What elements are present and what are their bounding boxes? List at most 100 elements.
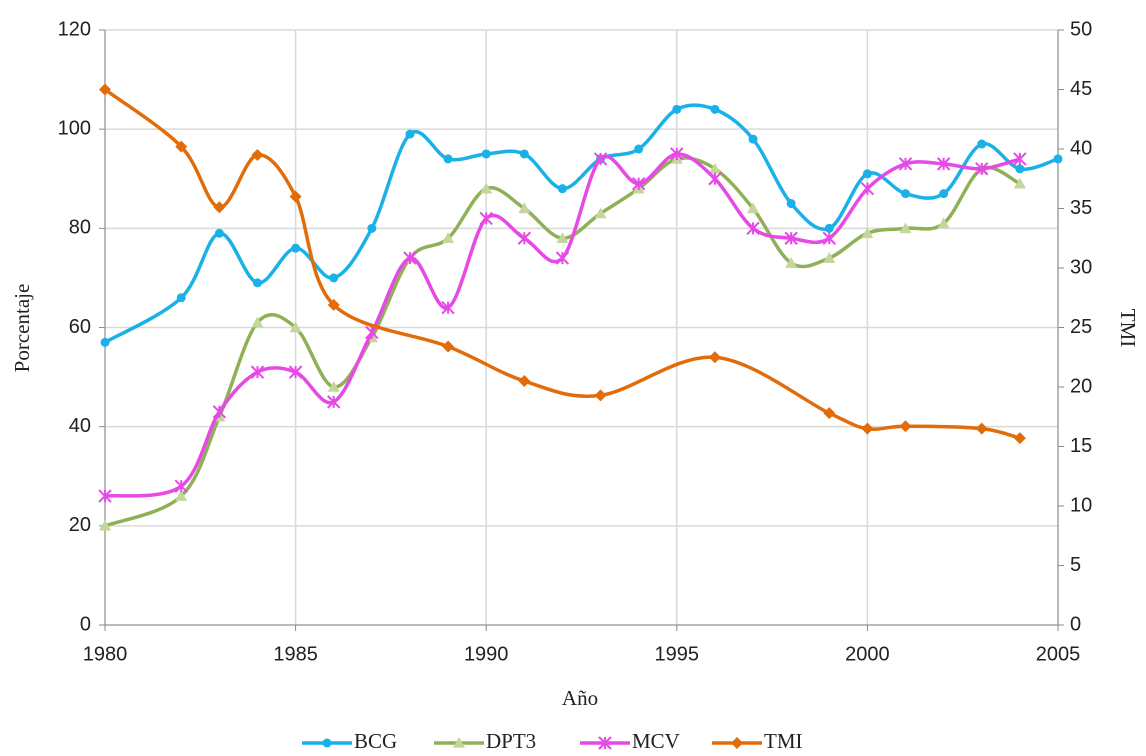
- marker: [901, 189, 911, 199]
- marker: [975, 162, 989, 176]
- y2-tick-label: 45: [1070, 78, 1092, 100]
- marker: [252, 278, 262, 288]
- y-tick-label: 40: [69, 415, 91, 437]
- marker: [1053, 154, 1063, 164]
- marker: [441, 300, 455, 315]
- marker: [289, 190, 302, 203]
- y2-tick-label: 0: [1070, 613, 1081, 635]
- y-tick-label: 0: [80, 613, 91, 635]
- y2-tick-label: 50: [1070, 18, 1092, 40]
- marker: [327, 298, 340, 311]
- marker: [823, 407, 836, 420]
- marker: [861, 227, 874, 239]
- marker: [710, 104, 720, 114]
- marker: [1015, 164, 1025, 174]
- marker: [176, 293, 186, 303]
- marker: [212, 405, 227, 419]
- marker: [214, 228, 224, 238]
- marker: [453, 737, 465, 748]
- marker: [442, 232, 455, 244]
- y-tick-label: 120: [58, 18, 91, 40]
- marker: [785, 257, 798, 268]
- marker: [977, 139, 987, 149]
- marker: [213, 201, 226, 214]
- marker: [442, 340, 455, 353]
- marker: [556, 232, 569, 244]
- marker: [594, 389, 607, 402]
- marker: [1013, 177, 1026, 189]
- marker: [327, 381, 340, 392]
- x-tick-label: 1990: [464, 643, 509, 665]
- marker: [555, 251, 570, 265]
- marker: [708, 351, 721, 364]
- marker: [291, 243, 301, 253]
- marker: [519, 149, 529, 159]
- marker: [670, 147, 684, 161]
- x-tick-label: 1985: [273, 643, 318, 665]
- marker: [518, 202, 531, 214]
- x-tick-label: 2005: [1036, 643, 1081, 665]
- marker: [786, 199, 796, 209]
- y2-tick-label: 40: [1070, 137, 1092, 159]
- marker: [557, 184, 567, 194]
- y2-tick-label: 30: [1070, 256, 1092, 278]
- marker: [593, 152, 608, 166]
- marker: [405, 129, 415, 139]
- marker: [250, 365, 265, 379]
- y2-axis-label: TMI: [1116, 309, 1140, 348]
- x-tick-label: 1980: [83, 643, 128, 665]
- marker: [824, 223, 834, 233]
- y-tick-label: 100: [58, 117, 91, 139]
- legend-label: MCV: [632, 729, 680, 753]
- x-tick-label: 1995: [655, 643, 700, 665]
- marker: [327, 395, 341, 409]
- marker: [860, 181, 875, 196]
- marker: [975, 422, 988, 435]
- marker: [99, 83, 111, 96]
- marker: [481, 149, 491, 159]
- y2-tick-label: 5: [1070, 554, 1081, 576]
- marker: [1013, 432, 1026, 445]
- y-axis-label: Porcentaje: [10, 284, 34, 373]
- marker: [594, 207, 607, 219]
- marker: [289, 321, 302, 333]
- marker: [175, 490, 188, 501]
- marker: [598, 736, 612, 750]
- marker: [708, 172, 722, 186]
- y-tick-label: 80: [69, 217, 91, 239]
- marker: [1013, 152, 1027, 166]
- marker: [99, 519, 111, 531]
- marker: [175, 140, 188, 153]
- marker: [518, 375, 531, 388]
- legend-label: BCG: [354, 729, 397, 753]
- x-axis-label: Año: [562, 686, 598, 710]
- marker: [479, 211, 493, 226]
- y2-tick-label: 35: [1070, 197, 1092, 219]
- marker: [899, 420, 912, 433]
- marker: [517, 231, 532, 245]
- y2-tick-label: 20: [1070, 375, 1092, 397]
- marker: [862, 169, 872, 179]
- marker: [443, 154, 453, 164]
- marker: [329, 273, 339, 283]
- y2-tick-label: 10: [1070, 494, 1092, 516]
- marker: [823, 252, 836, 263]
- marker: [251, 148, 264, 161]
- marker: [708, 162, 721, 174]
- marker: [939, 189, 949, 199]
- marker: [861, 422, 874, 435]
- marker: [98, 489, 112, 503]
- marker: [899, 222, 912, 234]
- y-tick-label: 60: [69, 316, 91, 338]
- series-line: [103, 88, 1021, 440]
- series-line: [104, 156, 1021, 528]
- series-line: [104, 103, 1059, 344]
- marker: [403, 251, 417, 265]
- marker: [936, 157, 951, 171]
- marker: [731, 737, 743, 749]
- y2-tick-label: 15: [1070, 435, 1092, 457]
- marker: [174, 479, 188, 493]
- legend-label: DPT3: [486, 729, 536, 753]
- marker: [746, 221, 760, 236]
